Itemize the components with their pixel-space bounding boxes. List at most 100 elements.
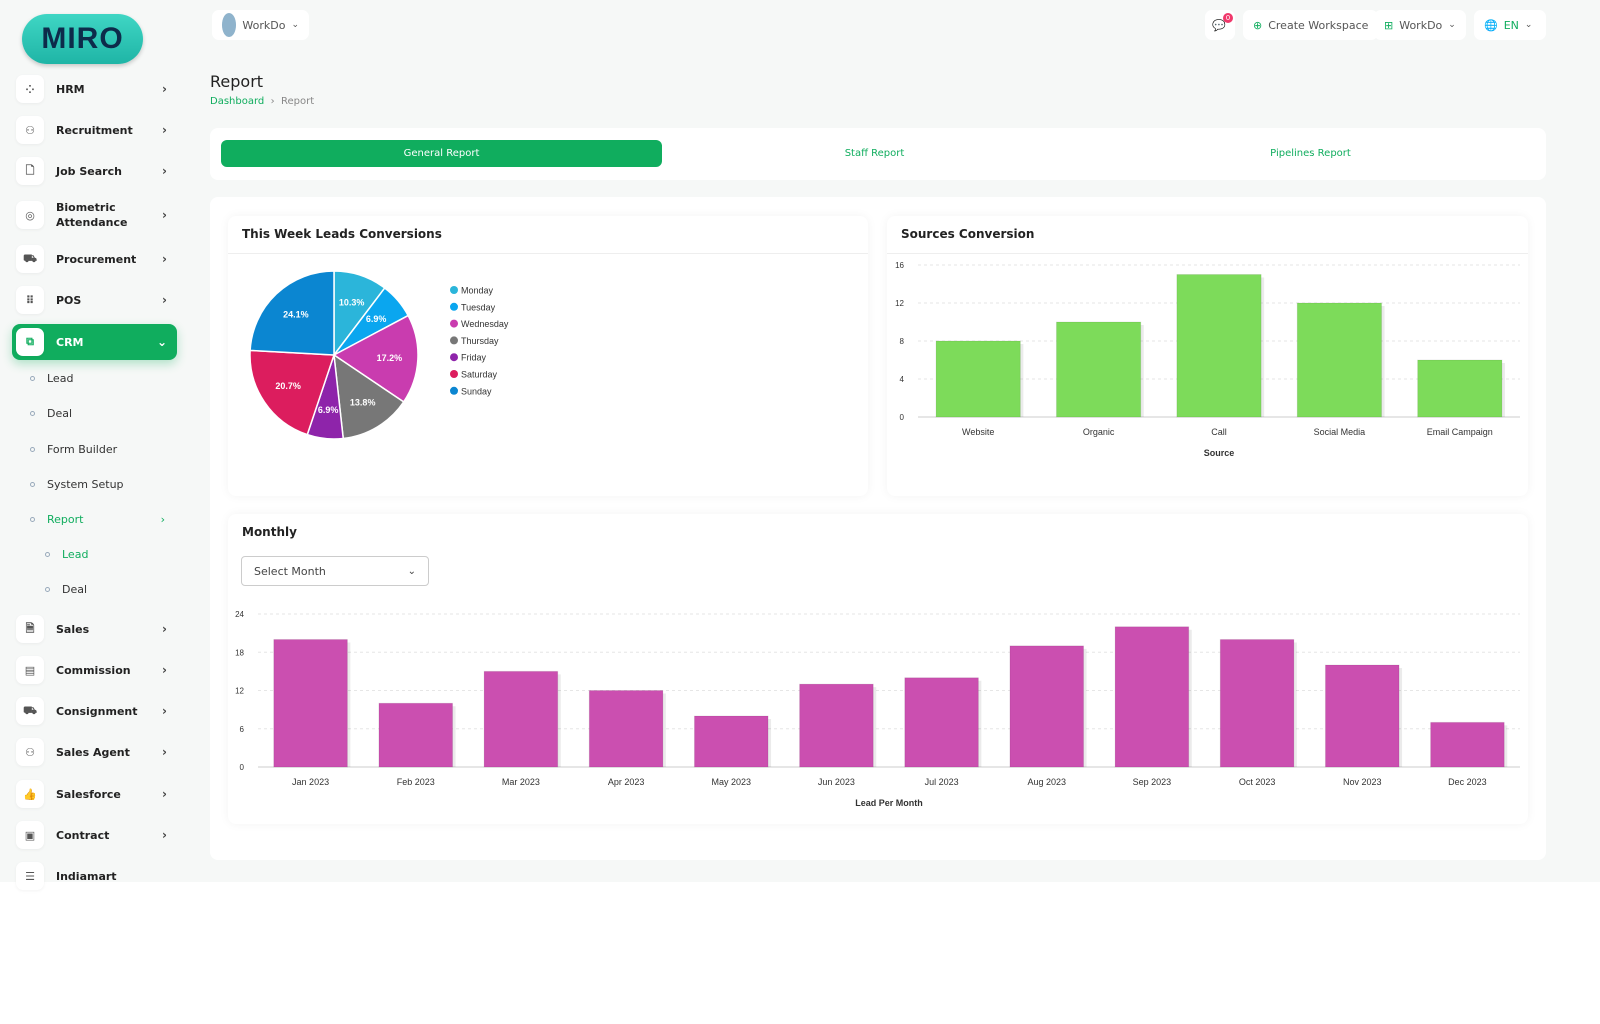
bar-apr-2023 [588,690,664,768]
calculator-icon: ▤ [16,656,44,684]
y-tick-label: 12 [235,687,244,696]
y-tick-label: 8 [900,337,905,346]
bar-dec-2023 [1430,721,1505,768]
sidebar-item-commission[interactable]: ▤ Commission › [12,652,177,688]
bar-email-campaign [1417,359,1503,418]
y-tick-label: 12 [895,299,904,308]
bar-organic [1055,321,1142,418]
language-select[interactable]: 🌐 EN ⌄ [1474,10,1546,40]
x-tick-label: Aug 2023 [1027,777,1066,787]
bar-call [1176,274,1262,418]
pie-label: 10.3% [339,297,365,307]
chevron-right-icon: › [162,123,167,137]
label: POS [56,293,82,307]
x-axis-title: Source [1204,448,1235,458]
label: Job Search [56,164,122,178]
bar-aug-2023 [1009,645,1085,768]
sidebar-item-consignment[interactable]: ⛟ Consignment › [12,693,177,729]
sidebar-item-salesforce[interactable]: 👍 Salesforce › [12,776,177,812]
chevron-right-icon: › [162,252,167,266]
report-container: This Week Leads Conversions 10.3% Monday 6… [210,197,1546,860]
sidebar-item-contract[interactable]: ▣ Contract › [12,817,177,853]
chevron-right-icon: › [162,745,167,759]
sidebar-item-biometric[interactable]: ◎ Biometric Attendance › [12,197,177,233]
x-tick-label: Social Media [1314,427,1366,437]
sidebar-item-pos[interactable]: ⠿ POS › [12,282,177,318]
x-axis-title: Lead Per Month [855,798,923,808]
monthly-card-title: Monthly [242,525,297,539]
app: MIRO ⁘ HRM › ⚇ Recruitment › 🗋 Job Search › ◎ B… [0,0,1546,890]
create-workspace-button[interactable]: ⊕ Create Workspace [1243,10,1379,40]
pie-slice-saturday [249,349,336,436]
user-check-icon: ⚇ [16,738,44,766]
legend-label: Wednesday [461,319,509,329]
sidebar-report-deal[interactable]: Deal [45,583,87,596]
pie-slice-sunday [249,270,335,356]
sidebar-sub-deal[interactable]: Deal [30,407,72,420]
sidebar-item-procurement[interactable]: ⛟ Procurement › [12,241,177,277]
bar-jan-2023 [273,639,348,768]
legend-swatch [450,286,458,294]
legend-label: Saturday [461,370,498,380]
breadcrumb-dashboard[interactable]: Dashboard [210,96,265,107]
x-tick-label: Organic [1083,427,1115,437]
globe-icon: 🌐 [1484,18,1498,32]
y-tick-label: 16 [895,261,904,270]
chevron-right-icon: › [162,293,167,307]
grid-icon: ⠿ [16,286,44,314]
sidebar-sub-lead[interactable]: Lead [30,372,73,385]
sidebar-item-indiamart[interactable]: ☰ Indiamart [12,858,177,894]
sidebar: MIRO ⁘ HRM › ⚇ Recruitment › 🗋 Job Search › ◎ B… [0,0,190,890]
sidebar-item-sales-agent[interactable]: ⚇ Sales Agent › [12,734,177,770]
sidebar-sub-report[interactable]: Report › [30,513,165,526]
legend-label: Monday [461,286,494,296]
workspace-switcher[interactable]: WorkDo ⌄ [212,10,309,40]
chevron-right-icon: › [162,704,167,718]
sidebar-item-crm[interactable]: ⧉ CRM ⌄ [12,324,177,360]
messages-button[interactable]: 💬 0 [1205,10,1235,40]
sidebar-item-hrm[interactable]: ⁘ HRM › [12,71,177,107]
chevron-right-icon: › [162,663,167,677]
select-month-dropdown[interactable]: Select Month ⌄ [241,556,429,586]
sources-bar-chart: 0 4 8 12 16 Website Organic Call Social Media Ema… [895,261,1520,458]
pie-label: 20.7% [275,381,301,391]
page-title: Report [210,72,264,91]
legend-swatch [450,319,458,328]
sidebar-sub-form-builder[interactable]: Form Builder [30,443,117,456]
sidebar-item-job-search[interactable]: 🗋 Job Search › [12,153,177,189]
bar-sep-2023 [1114,626,1190,768]
pie-slice-thursday [333,353,405,440]
tab-staff-report[interactable]: Staff Report [844,148,905,159]
chevron-down-icon: ⌄ [156,335,167,349]
pie-label: 17.2% [377,353,403,363]
user-plus-icon: ⚇ [16,116,44,144]
legend-swatch [450,386,458,395]
sidebar-sub-system-setup[interactable]: System Setup [30,478,124,491]
tab-pipelines-report[interactable]: Pipelines Report [1270,148,1351,159]
legend-label: Tuesday [461,302,496,312]
label: Procurement [56,252,137,266]
fingerprint-icon: ◎ [16,201,44,229]
contract-icon: ▣ [16,821,44,849]
logo[interactable]: MIRO [22,14,143,64]
x-tick-label: Sep 2023 [1133,777,1172,787]
x-tick-label: Website [962,427,994,437]
bar-jun-2023 [799,683,874,768]
sidebar-item-recruitment[interactable]: ⚇ Recruitment › [12,112,177,148]
legend-label: Friday [461,353,487,363]
x-tick-label: Call [1211,427,1227,437]
monthly-bar-chart: 0 6 12 18 24 Jan 2023 Feb 2023 Mar 2023 Apr 2023… [235,610,1520,808]
sources-card: Sources Conversion 0 4 8 12 16 Website Organic… [887,216,1528,496]
pie-label: 13.8% [350,397,376,407]
sidebar-item-sales[interactable]: 🗎 Sales › [12,611,177,647]
pie-label: 6.9% [318,405,339,415]
chevron-right-icon: › [162,164,167,178]
x-tick-label: Nov 2023 [1343,777,1382,787]
file-search-icon: 🗋 [16,157,44,185]
pie-label: 6.9% [366,314,387,324]
legend-swatch [450,370,458,378]
legend-swatch [450,353,458,362]
sidebar-report-lead[interactable]: Lead [45,548,88,561]
tab-general-report[interactable]: General Report [221,140,662,167]
workdo-menu[interactable]: ⊞ WorkDo ⌄ [1374,10,1466,40]
